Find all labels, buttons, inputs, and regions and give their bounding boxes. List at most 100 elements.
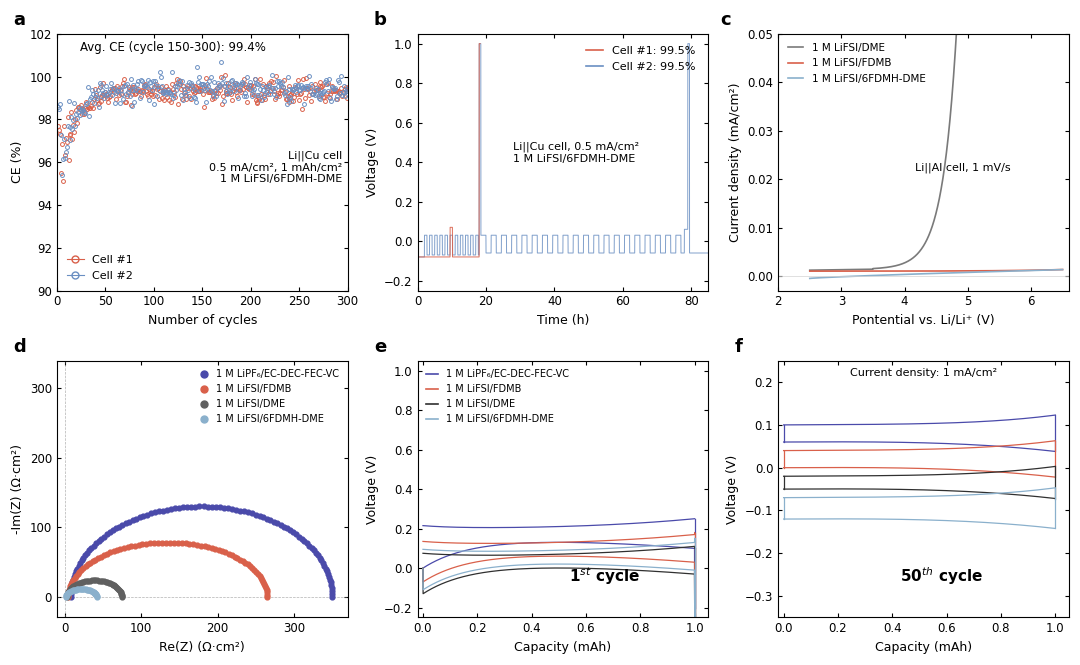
Point [62,587,79,597]
Point [113,591,131,602]
Point [95,550,112,561]
Point [97,577,114,587]
Point [212,502,229,513]
Point [87,589,105,600]
Point [67,566,84,577]
Text: b: b [374,11,387,29]
Point [251,511,268,521]
Point [59,589,77,600]
Point [243,508,260,519]
Point [75,584,92,595]
Point [150,506,167,517]
Point [63,579,80,589]
Text: 50$^{th}$ cycle: 50$^{th}$ cycle [901,565,983,587]
Point [113,519,131,530]
Point [109,583,126,593]
Point [257,581,274,591]
Point [62,583,79,594]
Point [58,589,76,599]
Point [78,576,95,587]
Point [60,585,78,596]
Point [266,516,283,527]
Point [117,518,134,529]
Point [93,551,110,562]
Point [110,585,127,595]
Point [71,558,89,569]
Point [65,575,82,585]
Point [77,550,94,561]
Point [89,575,106,586]
Point [116,543,133,553]
Point [78,584,95,595]
Point [62,589,79,599]
Point [158,505,175,515]
Text: d: d [13,338,26,356]
Point [219,503,237,513]
Point [275,521,293,532]
Point [79,547,96,558]
Point [228,505,245,515]
Point [171,503,188,513]
Point [65,575,82,585]
Point [149,537,166,548]
Point [137,539,154,549]
Point [244,563,261,573]
Point [62,581,79,591]
Point [63,586,80,597]
Point [58,589,76,599]
Point [323,583,340,593]
Point [77,584,94,595]
Point [203,543,220,553]
Point [158,537,175,548]
Point [214,546,231,557]
Point [322,575,339,585]
Point [104,525,121,536]
Point [103,579,120,589]
Point [60,583,78,593]
Point [58,589,76,600]
Point [126,540,144,551]
Point [87,591,105,601]
Point [59,587,77,598]
Point [161,537,178,548]
Point [112,587,130,598]
Point [298,538,315,549]
Point [83,575,100,586]
Point [67,579,84,590]
Point [80,575,97,586]
Point [269,518,286,529]
Point [313,555,330,566]
Point [87,538,105,549]
Point [258,589,275,600]
Point [111,585,129,596]
Point [71,584,89,595]
Point [85,540,103,551]
Point [59,587,77,597]
Point [90,535,107,546]
Point [174,502,191,513]
Point [105,579,122,590]
Point [107,581,124,591]
Point [106,580,123,591]
Point [165,537,183,548]
Point [323,586,340,597]
Y-axis label: Voltage (V): Voltage (V) [366,128,379,197]
Point [200,542,217,553]
Point [146,507,163,518]
Point [84,587,102,597]
Point [59,591,77,602]
Point [134,539,151,550]
Text: 1$^{st}$ cycle: 1$^{st}$ cycle [569,565,639,587]
Point [135,511,152,521]
Text: c: c [720,11,731,29]
Point [154,505,172,516]
Point [261,515,279,525]
Point [185,539,202,550]
Point [63,583,80,593]
Point [81,585,98,596]
Point [319,566,336,577]
Point [82,557,99,568]
Point [86,589,104,599]
Point [302,543,320,553]
Legend: Cell #1, Cell #2: Cell #1, Cell #2 [63,251,138,285]
